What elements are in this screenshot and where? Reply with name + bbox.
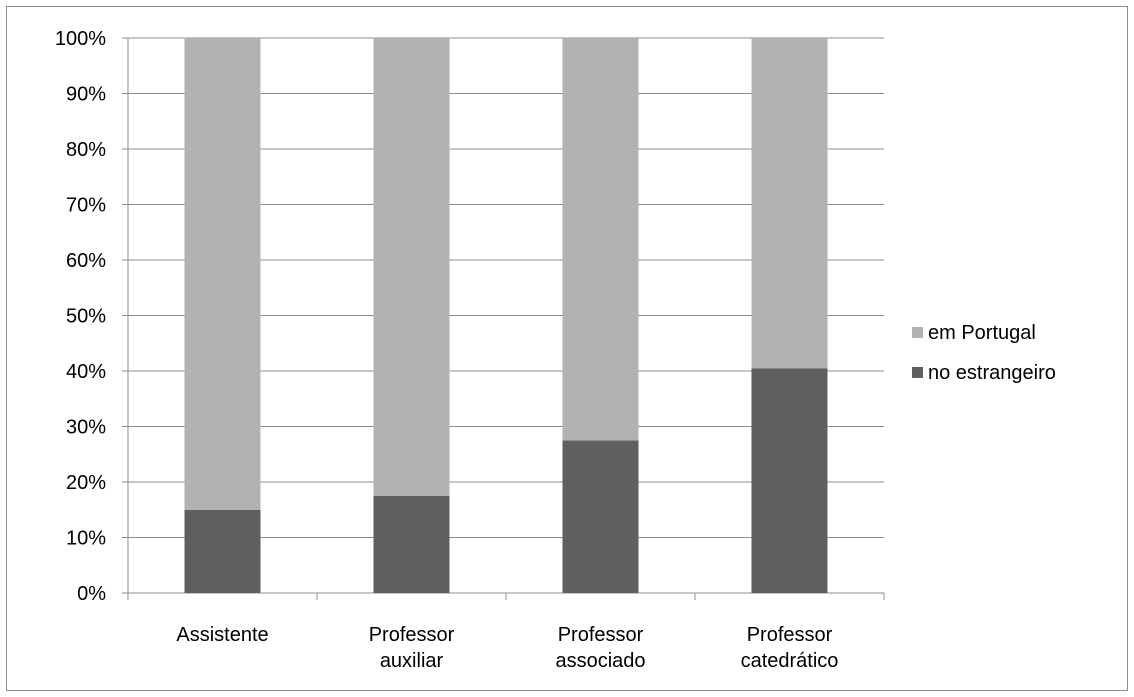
y-tick-label: 10% <box>66 528 106 550</box>
y-tick-label: 70% <box>66 195 106 217</box>
y-tick-label: 100% <box>55 28 106 50</box>
bar-segment-no-estrangeiro <box>751 368 828 593</box>
legend-swatch <box>912 367 923 378</box>
bar-segment-em-Portugal <box>562 38 639 441</box>
legend-label: no estrangeiro <box>928 362 1056 384</box>
x-category-label: Professor <box>747 624 833 646</box>
bar-segment-no-estrangeiro <box>562 440 639 593</box>
bar-segment-em-Portugal <box>373 38 450 496</box>
x-category-label: Professor <box>558 624 644 646</box>
y-tick-label: 50% <box>66 306 106 328</box>
x-category-label: Assistente <box>176 624 268 646</box>
bar-segment-no-estrangeiro <box>373 495 450 593</box>
y-tick-label: 80% <box>66 139 106 161</box>
y-tick-label: 30% <box>66 417 106 439</box>
x-category-label: associado <box>555 650 645 672</box>
bar-segment-em-Portugal <box>751 38 828 369</box>
y-tick-label: 90% <box>66 84 106 106</box>
x-category-label: auxiliar <box>380 650 444 672</box>
legend-label: em Portugal <box>928 322 1036 344</box>
legend-swatch <box>912 327 923 338</box>
x-category-label: catedrático <box>741 650 839 672</box>
y-tick-label: 40% <box>66 361 106 383</box>
y-tick-label: 60% <box>66 250 106 272</box>
x-category-label: Professor <box>369 624 455 646</box>
y-tick-label: 0% <box>77 583 106 605</box>
bar-segment-no-estrangeiro <box>184 509 261 593</box>
y-tick-label: 20% <box>66 472 106 494</box>
bar-segment-em-Portugal <box>184 38 261 510</box>
